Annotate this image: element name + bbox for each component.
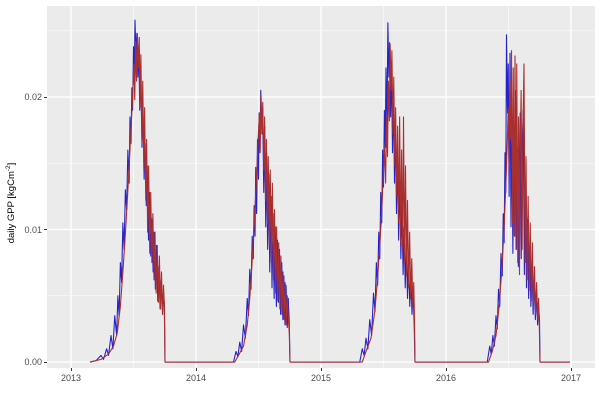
y-tick-mark [44, 361, 47, 363]
x-tick-mark [320, 368, 322, 371]
x-tick-mark [195, 368, 197, 371]
y-tick-label: 0.00 [24, 357, 42, 368]
x-tick-mark [570, 368, 572, 371]
y-axis-title-superscript: -2 [5, 165, 12, 172]
series-line-observed-gpp-dark-red [89, 32, 570, 363]
x-tick-label: 2013 [60, 373, 82, 383]
y-tick-mark [44, 96, 47, 98]
x-tick-label: 2016 [435, 373, 457, 383]
y-axis-title-close-bracket: ] [6, 162, 17, 166]
y-tick-label: 0.02 [24, 92, 42, 103]
y-tick-mark [44, 229, 47, 231]
x-tick-mark [70, 368, 72, 371]
x-tick-mark [445, 368, 447, 371]
plot-panel [47, 6, 595, 368]
plot-area-svg [47, 6, 595, 368]
y-tick-label: 0.01 [24, 224, 42, 235]
x-tick-label: 2014 [185, 373, 207, 383]
x-tick-label: 2017 [560, 373, 582, 383]
x-tick-label: 2015 [310, 373, 332, 383]
